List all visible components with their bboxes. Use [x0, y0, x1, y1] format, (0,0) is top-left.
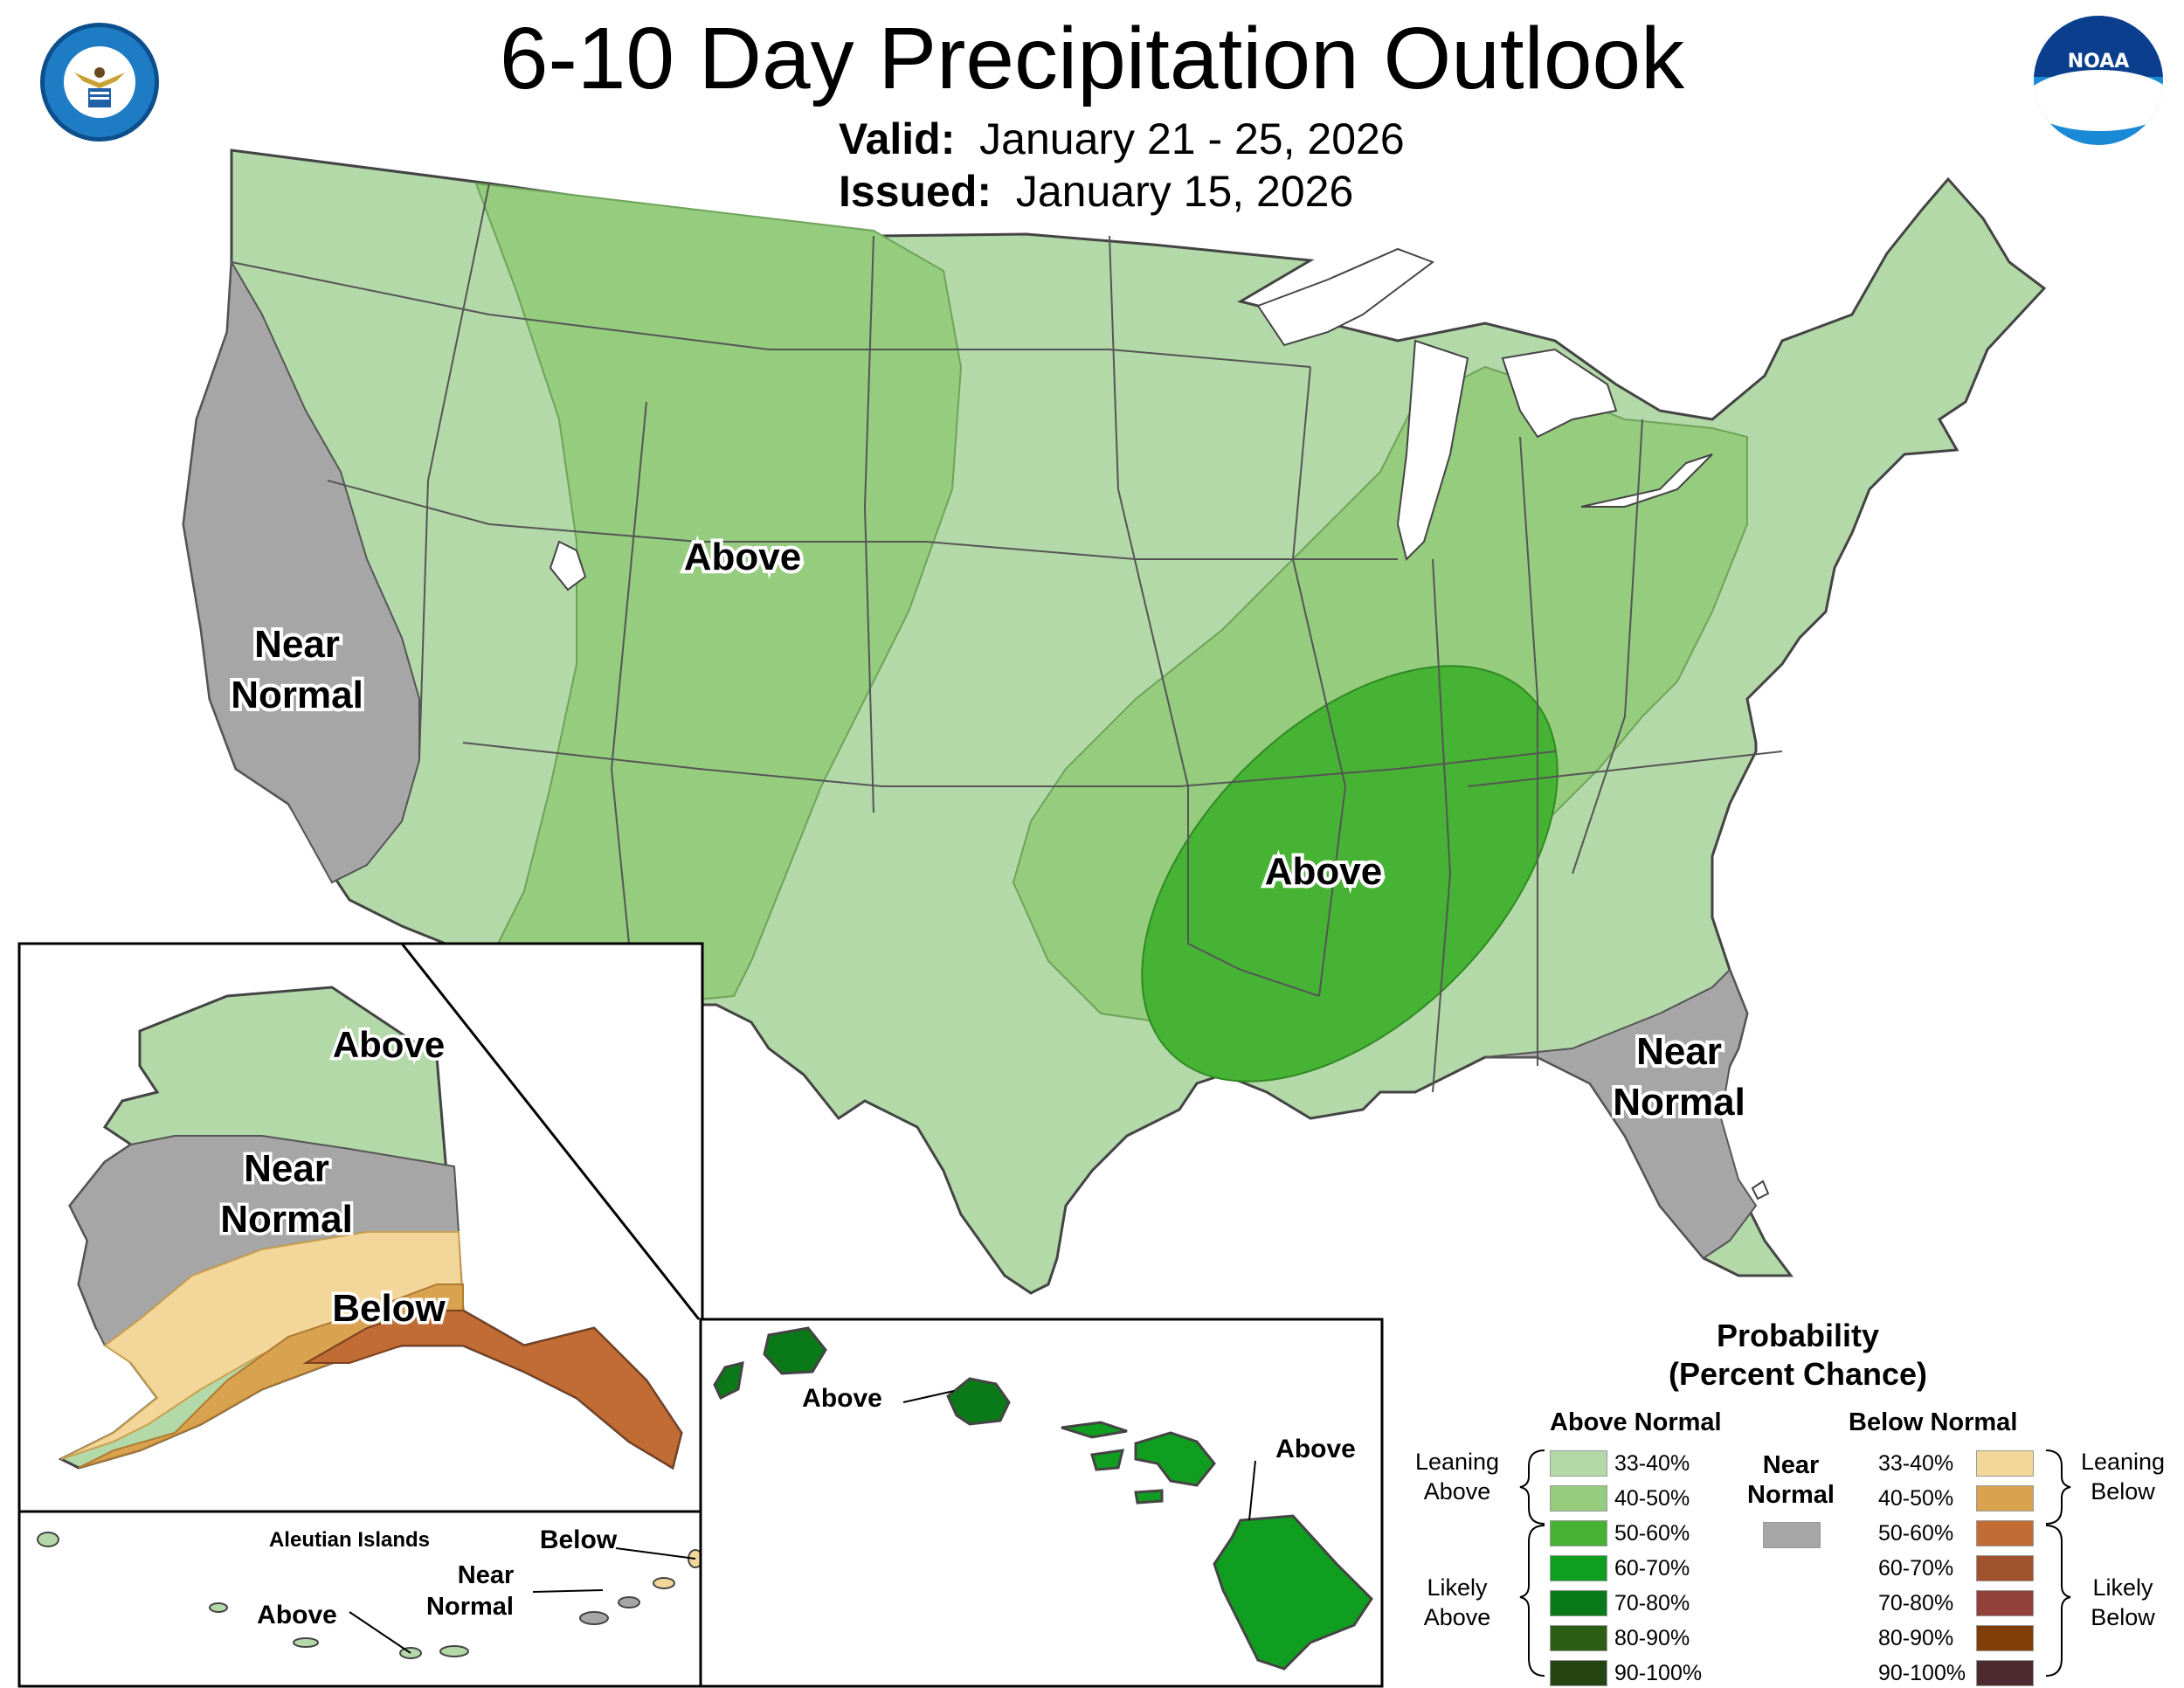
- great-salt-lake: [549, 540, 587, 591]
- issued-label: Issued:: [839, 167, 992, 216]
- great-lakes: [1256, 247, 1713, 561]
- label-ak-above: Above: [333, 1024, 445, 1065]
- legend-below-swatch: [1976, 1625, 2034, 1651]
- legend-below-label: 50-60%: [1878, 1521, 1954, 1546]
- legend-above-label: 70-80%: [1614, 1591, 1690, 1615]
- label-near-normal-west-line2: Normal: [231, 674, 363, 716]
- legend-below-label: 60-70%: [1878, 1556, 1954, 1581]
- valid-dates: January 21 - 25, 2026: [979, 114, 1405, 163]
- label-aleutian-below: Below: [540, 1525, 618, 1554]
- legend-leaning-below: Leaning Below: [2070, 1447, 2175, 1506]
- legend-below-swatch: [1976, 1555, 2034, 1581]
- legend-likely-above-line2: Above: [1423, 1604, 1491, 1630]
- legend-likely-above: Likely Above: [1405, 1573, 1510, 1632]
- legend-below-label: 70-80%: [1878, 1591, 1954, 1615]
- label-aleutian-above: Above: [257, 1601, 337, 1629]
- label-hi-above-right: Above: [1275, 1435, 1356, 1463]
- legend-leaning-above-line1: Leaning: [1414, 1449, 1500, 1475]
- noaa-logo: NOAA: [2034, 16, 2163, 145]
- state-borders: [231, 183, 1783, 1093]
- label-aleutian-near-line2: Normal: [426, 1593, 514, 1621]
- legend-title-line2: (Percent Chance): [1668, 1356, 1928, 1392]
- legend-below-swatch: [1976, 1590, 2034, 1616]
- likely-above-region: [1141, 665, 1559, 1083]
- map-title: 6-10 Day Precipitation Outlook: [499, 10, 1685, 107]
- near-normal-region-southeast: [1484, 968, 1758, 1260]
- legend-likely-above-line1: Likely: [1427, 1574, 1488, 1601]
- legend-above-swatch: [1550, 1555, 1607, 1581]
- legend-above-label: 90-100%: [1614, 1661, 1703, 1685]
- legend-near-normal-swatch: [1763, 1522, 1821, 1548]
- legend-below-swatch: [1976, 1485, 2034, 1512]
- legend-likely-below-line2: Below: [2091, 1604, 2155, 1630]
- legend-above-swatch: [1550, 1660, 1607, 1686]
- hawaii-islands: [713, 1326, 1373, 1671]
- alaska-likely-below-region: [302, 1310, 683, 1470]
- valid-label: Valid:: [839, 114, 956, 163]
- label-near-normal-west-line1: Near: [254, 623, 340, 666]
- issued-date: January 15, 2026: [1015, 167, 1354, 216]
- department-of-commerce-seal: [40, 23, 159, 142]
- eagle-emblem-icon: [64, 46, 135, 118]
- legend-near-normal: Near Normal: [1730, 1450, 1852, 1510]
- label-ak-near-line2: Normal: [220, 1198, 353, 1241]
- legend-above-label: 33-40%: [1614, 1451, 1690, 1476]
- label-near-normal-fl-line2: Normal: [1613, 1081, 1745, 1124]
- legend-likely-below: Likely Below: [2070, 1573, 2175, 1632]
- legend-below-swatch: [1976, 1520, 2034, 1546]
- legend-above-swatch: [1550, 1485, 1607, 1512]
- legend-below-label: 80-90%: [1878, 1626, 1954, 1650]
- legend-above-swatch: [1550, 1590, 1607, 1616]
- label-above-south: Above: [1265, 850, 1382, 893]
- legend-above-label: 50-60%: [1614, 1521, 1690, 1546]
- legend-above-swatch: [1550, 1625, 1607, 1651]
- legend-leaning-above: Leaning Above: [1405, 1447, 1510, 1506]
- label-aleutian-near-line1: Near: [458, 1561, 515, 1589]
- legend-leaning-below-line1: Leaning: [2080, 1449, 2166, 1475]
- bird-wave-icon: [2034, 70, 2163, 131]
- legend-below-swatch: [1976, 1450, 2034, 1477]
- label-aleutian-title: Aleutian Islands: [269, 1528, 430, 1552]
- legend-above-label: 80-90%: [1614, 1626, 1690, 1650]
- issued-line: Issued: January 15, 2026: [839, 166, 1353, 217]
- legend-above-label: 40-50%: [1614, 1486, 1690, 1511]
- near-normal-region-west: [182, 259, 420, 884]
- label-hi-above-left: Above: [802, 1384, 882, 1413]
- legend-leaning-above-line2: Above: [1423, 1478, 1491, 1505]
- valid-line: Valid: January 21 - 25, 2026: [839, 114, 1405, 164]
- label-above-north: Above: [684, 536, 801, 578]
- legend-below-swatch: [1976, 1660, 2034, 1686]
- legend-below-label: 90-100%: [1878, 1661, 1966, 1685]
- legend-above-swatch: [1550, 1450, 1607, 1477]
- legend-below-header: Below Normal: [1849, 1408, 2018, 1436]
- legend-title-line1: Probability: [1716, 1318, 1880, 1353]
- legend-above-header: Above Normal: [1550, 1408, 1722, 1436]
- legend-leaning-below-line2: Below: [2091, 1478, 2155, 1505]
- legend-above-swatch: [1550, 1520, 1607, 1546]
- legend-below-label: 40-50%: [1878, 1486, 1954, 1511]
- label-near-normal-fl-line1: Near: [1636, 1030, 1722, 1073]
- legend-below-label: 33-40%: [1878, 1451, 1954, 1476]
- label-ak-near-line1: Near: [244, 1147, 329, 1190]
- noaa-logo-text: NOAA: [2067, 51, 2130, 73]
- lake-okeechobee: [1751, 1180, 1770, 1200]
- label-ak-below: Below: [332, 1287, 446, 1330]
- legend-near-line2: Normal: [1747, 1481, 1835, 1509]
- legend-above-label: 60-70%: [1614, 1556, 1690, 1581]
- legend-near-line1: Near: [1762, 1451, 1820, 1479]
- legend-likely-below-line1: Likely: [2092, 1574, 2153, 1601]
